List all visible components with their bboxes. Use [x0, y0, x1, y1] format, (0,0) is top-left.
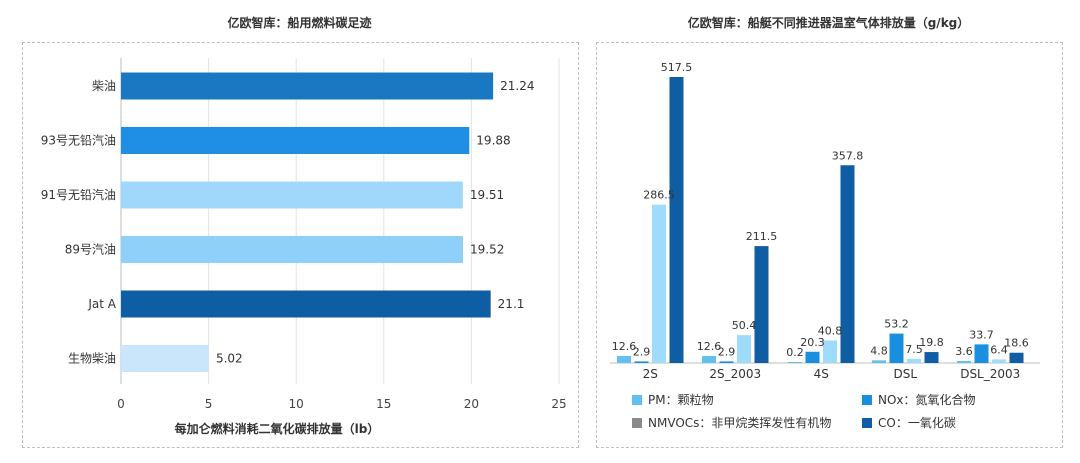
right-bar: [992, 359, 1006, 363]
right-bar: [719, 361, 734, 363]
left-category-label: 93号无铅汽油: [41, 133, 116, 148]
right-value-label: 7.5: [905, 343, 923, 356]
right-category-label: DSL: [893, 367, 917, 381]
right-bar: [702, 356, 716, 363]
right-value-label: 6.4: [990, 343, 1008, 356]
right-value-label: 18.6: [1004, 337, 1029, 350]
right-bar: [823, 340, 837, 363]
left-bar: [121, 181, 463, 209]
right-value-label: 0.2: [786, 346, 804, 359]
left-category-label: 89号汽油: [65, 242, 116, 257]
left-bar: [121, 236, 463, 263]
left-x-tick-label: 25: [551, 397, 566, 411]
right-category-label: 2S_2003: [709, 367, 761, 381]
right-bar: [957, 361, 971, 363]
legend-label: PM：颗粒物: [648, 392, 714, 407]
right-value-label: 3.6: [955, 345, 973, 358]
right-bar: [754, 246, 769, 363]
right-bar: [1009, 352, 1024, 363]
left-bar: [121, 345, 209, 372]
legend-swatch: [862, 418, 872, 428]
right-value-label: 20.3: [800, 336, 825, 349]
right-bar: [974, 344, 989, 363]
right-value-label: 4.8: [870, 344, 888, 357]
right-bar: [737, 335, 751, 363]
legend-label: NMVOCs：非甲烷类挥发性有机物: [648, 415, 831, 430]
right-bar: [634, 361, 649, 363]
right-value-label: 2.9: [633, 345, 651, 358]
left-bar: [121, 290, 491, 318]
left-value-label: 19.51: [470, 188, 504, 202]
right-value-label: 50.4: [732, 319, 757, 332]
legend-swatch: [632, 418, 642, 428]
right-value-label: 357.8: [832, 149, 864, 162]
legend-swatch: [632, 395, 642, 405]
right-value-label: 2.9: [718, 345, 736, 358]
legend-label: CO：一氧化碳: [878, 416, 956, 430]
left-category-label: 柴油: [92, 79, 116, 93]
right-bar: [872, 360, 886, 363]
left-bar: [121, 127, 470, 154]
right-bar: [805, 351, 820, 363]
left-value-label: 21.24: [500, 79, 534, 93]
left-value-label: 19.88: [476, 134, 510, 148]
legend-label: NOx：氮氧化合物: [878, 392, 976, 407]
left-x-tick-label: 5: [205, 397, 213, 411]
right-value-label: 12.6: [612, 340, 637, 353]
left-value-label: 19.52: [470, 243, 504, 257]
right-value-label: 12.6: [697, 340, 722, 353]
right-value-label: 40.8: [818, 324, 843, 337]
legend-swatch: [862, 395, 872, 405]
right-bar: [652, 204, 666, 363]
left-x-tick-label: 15: [376, 397, 391, 411]
left-x-tick-label: 10: [289, 397, 304, 411]
right-value-label: 517.5: [661, 61, 693, 74]
left-category-label: 生物柴油: [68, 352, 116, 366]
right-category-label: 2S: [643, 367, 658, 381]
right-value-label: 19.8: [919, 336, 944, 349]
right-category-label: DSL_2003: [960, 367, 1020, 381]
right-value-label: 286.5: [643, 189, 675, 202]
right-bar: [907, 358, 921, 363]
right-chart-title: 亿欧智库：船艇不同推进器温室气体排放量（g/kg）: [687, 16, 970, 30]
left-x-tick-label: 0: [117, 397, 125, 411]
left-chart-title: 亿欧智库：船用燃料碳足迹: [227, 16, 372, 30]
right-bar: [840, 165, 855, 363]
left-value-label: 5.02: [216, 352, 243, 366]
left-x-axis-label: 每加仑燃料消耗二氧化碳排放量（lb）: [175, 421, 380, 436]
right-bar: [924, 352, 939, 363]
left-bar: [121, 72, 494, 100]
right-chart-panel: [596, 42, 1063, 448]
right-value-label: 33.7: [969, 328, 994, 341]
left-category-label: 91号无铅汽油: [41, 187, 116, 202]
right-bar: [669, 77, 684, 363]
right-bar: [788, 362, 802, 363]
right-bar: [617, 356, 631, 363]
right-category-label: 4S: [814, 367, 829, 381]
left-value-label: 21.1: [498, 297, 525, 311]
left-category-label: Jat A: [87, 297, 116, 311]
right-value-label: 53.2: [884, 318, 909, 331]
right-bar: [889, 333, 904, 363]
left-x-tick-label: 20: [464, 397, 479, 411]
right-value-label: 211.5: [746, 230, 778, 243]
left-chart-panel: [22, 42, 579, 448]
